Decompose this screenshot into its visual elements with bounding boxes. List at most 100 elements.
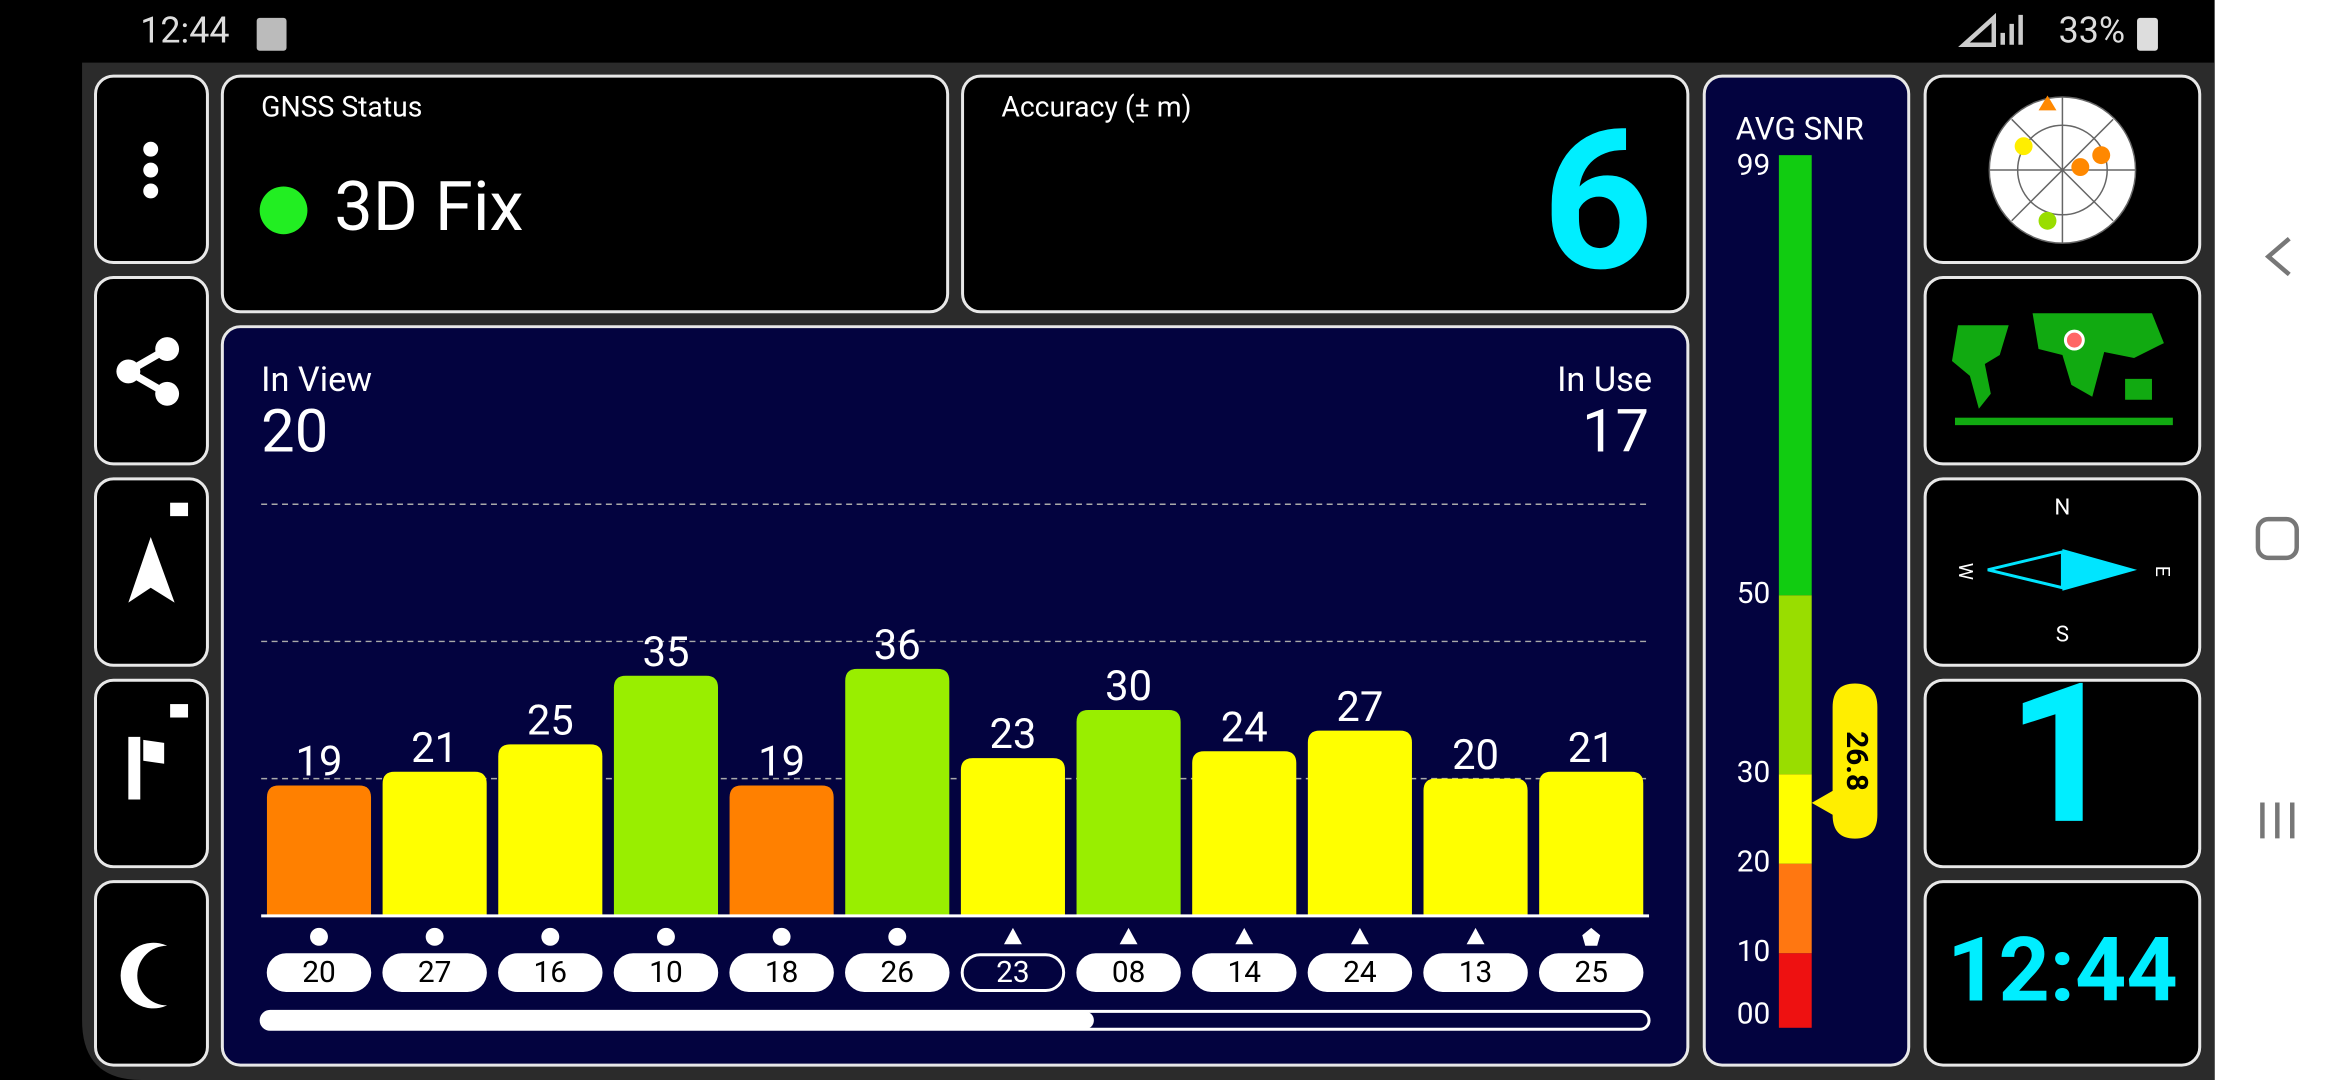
- satellite-id-pill: [613, 953, 719, 992]
- icon: [128, 537, 175, 603]
- lock-icon: [170, 502, 189, 517]
- share-button[interactable]: [94, 275, 209, 466]
- status-icon: [256, 17, 287, 51]
- satellite-id: 13: [1459, 955, 1493, 990]
- constellation-marker: [1235, 927, 1254, 945]
- value-label: 21: [411, 724, 458, 773]
- status-time: 12:44: [140, 9, 229, 51]
- value-label: 19: [758, 738, 805, 787]
- icon: [143, 141, 159, 157]
- gauge-pointer: [1811, 683, 1878, 839]
- waypoint-button[interactable]: [94, 678, 209, 869]
- constellation-marker: [1582, 927, 1601, 946]
- satellite-id-pill: [960, 953, 1066, 992]
- in-use-value: 17: [1582, 396, 1649, 466]
- satellite-id-pill: [1076, 953, 1181, 992]
- scroll-thumb[interactable]: [261, 1011, 1094, 1030]
- bar: [266, 785, 372, 916]
- accuracy-label: Accuracy (± m): [1001, 90, 1191, 123]
- gnss-status-tile: [220, 74, 950, 314]
- bar: [1539, 771, 1644, 916]
- satellite-id-pill: [1423, 953, 1528, 992]
- nav-back[interactable]: [2264, 236, 2291, 277]
- nav-recent[interactable]: [2260, 802, 2295, 839]
- gauge-value: 26.8: [1839, 731, 1874, 791]
- satellite-id: 25: [1574, 955, 1608, 990]
- gauge-tick-label: 99: [1737, 148, 1771, 183]
- accuracy-tile: [961, 74, 1690, 314]
- night-mode-button[interactable]: [94, 880, 209, 1067]
- compass-south: S: [2056, 621, 2069, 647]
- icon: [128, 736, 165, 800]
- satellite-id-pill: [729, 953, 834, 992]
- in-view-value: 20: [261, 396, 328, 466]
- value-label: 27: [1336, 683, 1383, 732]
- world-map: [1951, 313, 2164, 409]
- constellation-marker: [310, 927, 328, 946]
- satellite-id: 16: [534, 955, 568, 990]
- value-label: 25: [527, 697, 574, 746]
- constellation-marker: [425, 927, 444, 946]
- location-marker: [2063, 329, 2085, 351]
- satellite-id-pill: [1307, 953, 1413, 992]
- constellation-marker: [1350, 927, 1369, 945]
- lock-icon: [170, 704, 189, 718]
- bar: [613, 675, 719, 916]
- satellite-id-pill: [1538, 953, 1644, 992]
- nav-home[interactable]: [2255, 516, 2299, 561]
- bar: [845, 668, 950, 916]
- satellite-id: 20: [302, 955, 336, 990]
- value-label: 36: [874, 621, 921, 670]
- satellites-tile[interactable]: [1923, 678, 2202, 869]
- satellite-id: 10: [649, 955, 683, 990]
- gauge-band: [1778, 595, 1812, 775]
- sky-sat: [2071, 158, 2090, 177]
- gauge-band: [1778, 953, 1812, 1028]
- satellite-id: 24: [1343, 955, 1377, 990]
- constellation-marker: [772, 927, 791, 946]
- sky-sat: [2092, 146, 2111, 165]
- bar: [1192, 751, 1297, 916]
- in-use-label: In Use: [1557, 360, 1652, 400]
- compass-west: W: [1954, 563, 1977, 580]
- bar: [1307, 730, 1412, 916]
- value-label: 21: [1568, 724, 1615, 773]
- satellite-id-pill: [498, 953, 603, 992]
- icon: [116, 359, 141, 384]
- constellation-marker: [1466, 927, 1485, 945]
- status-battery: 33%: [2059, 9, 2125, 51]
- value-label: 24: [1221, 703, 1268, 752]
- satellite-id-pill: [382, 953, 487, 992]
- satellites-value: 1: [2007, 642, 2118, 869]
- battery-icon: [2137, 17, 2158, 51]
- compass-east: E: [2151, 566, 2174, 577]
- gauge-title: AVG SNR: [1736, 111, 1864, 148]
- satellite-id-pill: [1192, 953, 1297, 992]
- compass-north: N: [2054, 495, 2070, 521]
- constellation-marker: [657, 927, 675, 946]
- satellite-id: 14: [1227, 955, 1261, 990]
- world-map: [1954, 417, 2173, 426]
- satellite-id-pill: [845, 953, 950, 992]
- sky-plot-grid: [1989, 96, 2136, 244]
- gauge-band: [1778, 774, 1812, 864]
- value-label: 30: [1105, 662, 1152, 711]
- gauge-tick-label: 50: [1737, 576, 1771, 611]
- constellation-marker: [1003, 927, 1022, 945]
- icon: [120, 942, 168, 1009]
- gauge-band: [1778, 155, 1812, 596]
- sky-sat: [2038, 95, 2057, 111]
- clock-value: 12:44: [1947, 918, 2178, 1023]
- accuracy-value: 6: [1542, 89, 1653, 316]
- compass-needle: [2062, 548, 2138, 591]
- nav-bar: [2214, 0, 2340, 1080]
- clock-tile[interactable]: [1923, 880, 2202, 1067]
- value-label: 23: [989, 710, 1036, 759]
- satellite-id: 08: [1112, 955, 1146, 990]
- gauge-tick-label: 30: [1737, 755, 1771, 790]
- bar: [498, 744, 603, 916]
- icon: [143, 183, 159, 199]
- sky-plot-grid: [2016, 124, 2108, 216]
